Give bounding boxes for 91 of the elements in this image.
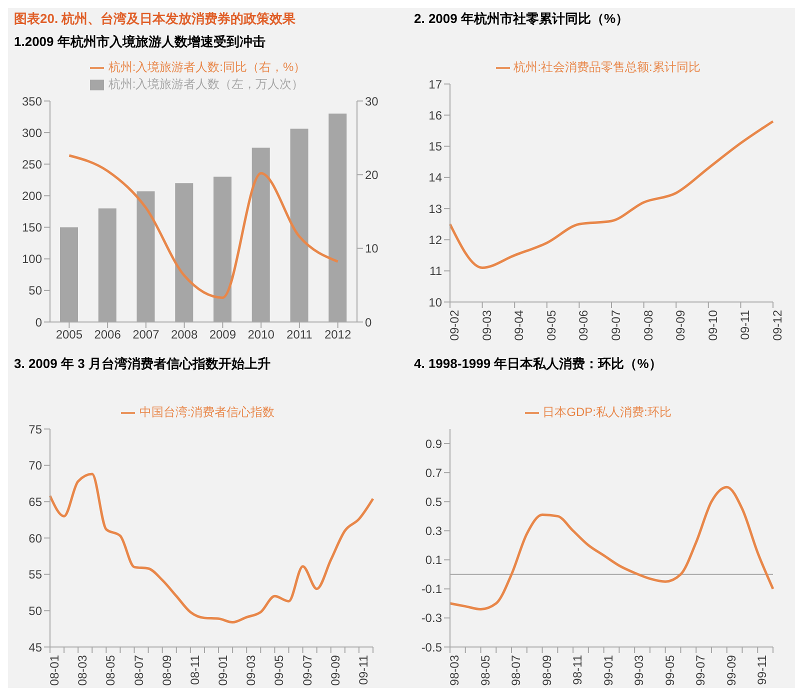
y-tick-label: 0.7 — [425, 466, 442, 480]
x-tick-label: 09-09 — [328, 654, 342, 686]
x-tick-label: 09-08 — [641, 310, 656, 341]
x-tick-label: 99-03 — [632, 654, 646, 686]
x-tick-label: 08-01 — [48, 654, 62, 686]
y2-tick-label: 0 — [365, 315, 372, 330]
y-tick-label: 15 — [428, 140, 442, 154]
y-tick-label: -0.1 — [421, 582, 442, 596]
y-tick-label: 250 — [22, 157, 42, 172]
x-tick-label: 98-09 — [540, 654, 554, 686]
y2-tick-label: 10 — [365, 242, 379, 256]
legend-label: 杭州:入境旅游者人数（左，万人次） — [108, 77, 304, 91]
y-tick-label: 12 — [428, 232, 442, 247]
x-tick-label: 09-05 — [544, 310, 558, 341]
y-tick-label: 17 — [428, 77, 442, 92]
chart-title: 4. 1998-1999 年日本私人消费：环比（%） — [413, 355, 663, 373]
y-tick-label: 65 — [28, 494, 42, 509]
line-series — [68, 154, 340, 299]
x-tick-label: 08-07 — [132, 654, 146, 686]
x-tick-label: 09-05 — [272, 654, 286, 686]
x-tick-label: 09-07 — [609, 310, 624, 341]
legend-label: 日本GDP:私人消费:环比 — [542, 405, 672, 419]
y-tick-label: 45 — [28, 640, 42, 654]
y-tick-label: 70 — [28, 458, 42, 473]
y-tick-label: 200 — [22, 188, 42, 203]
x-tick-label: 2009 — [209, 328, 236, 342]
y-tick-label: 50 — [28, 604, 42, 618]
legend-label: 杭州:入境旅游者人数:同比（右，%） — [108, 60, 306, 74]
x-tick-label: 08-03 — [76, 654, 90, 686]
y-tick-label: 0.9 — [425, 436, 442, 451]
x-tick-label: 2006 — [94, 328, 122, 342]
chart-subtitle: 1.2009 年杭州市入境旅游人数增速受到冲击 — [13, 33, 266, 51]
y-tick-label: 60 — [28, 531, 42, 546]
x-tick-label: 2008 — [170, 328, 198, 342]
x-tick-label: 99-05 — [662, 654, 677, 686]
x-tick-label: 08-05 — [104, 654, 118, 686]
y-tick-label: 300 — [22, 126, 42, 140]
x-tick-label: 09-07 — [300, 654, 314, 686]
x-tick-label: 08-09 — [160, 654, 174, 686]
x-tick-label: 09-10 — [706, 310, 720, 341]
x-tick-label: 99-09 — [724, 654, 738, 686]
x-tick-label: 98-07 — [509, 654, 524, 686]
y-tick-label: 0 — [35, 315, 42, 330]
x-tick-label: 2011 — [286, 328, 313, 342]
x-tick-label: 09-06 — [576, 310, 591, 341]
x-tick-label: 09-12 — [770, 310, 785, 341]
x-tick-label: 09-01 — [216, 654, 230, 686]
line-series — [448, 486, 774, 610]
y-tick-label: 75 — [28, 422, 42, 436]
y-tick-label: 0.5 — [425, 494, 442, 509]
legend-label: 杭州:社会消费品零售总额:累计同比 — [514, 60, 700, 74]
y-tick-label: 13 — [428, 202, 442, 216]
x-tick-label: 09-09 — [674, 310, 688, 341]
y-tick-label: 0.1 — [425, 553, 442, 568]
chart-title: 图表20. 杭州、台湾及日本发放消费券的政策效果 — [13, 10, 297, 28]
y-tick-label: 50 — [28, 284, 42, 298]
x-tick-label: 2010 — [248, 328, 275, 342]
x-tick-label: 98-11 — [570, 654, 585, 685]
y-tick-label: 150 — [22, 220, 42, 235]
y-tick-label: 16 — [428, 108, 442, 122]
y2-tick-label: 20 — [365, 168, 379, 182]
y-tick-label: 14 — [428, 170, 442, 185]
x-tick-label: 09-04 — [512, 310, 526, 341]
line-series — [448, 120, 774, 269]
x-tick-label: 09-03 — [480, 310, 494, 341]
y2-tick-label: 30 — [365, 94, 379, 108]
line-series — [48, 472, 374, 624]
y-tick-label: 11 — [430, 264, 442, 278]
x-tick-label: 99-11 — [755, 654, 770, 685]
x-tick-label: 98-03 — [448, 654, 462, 686]
x-tick-label: 98-05 — [478, 654, 492, 686]
y-tick-label: -0.5 — [421, 640, 442, 654]
x-tick-label: 09-11 — [356, 654, 370, 685]
x-tick-label: 09-03 — [244, 654, 258, 686]
x-tick-label: 09-02 — [448, 310, 462, 341]
legend-label: 中国台湾:消费者信心指数 — [139, 405, 275, 419]
chart-title: 3. 2009 年 3 月台湾消费者信心指数开始上升 — [13, 355, 272, 373]
x-tick-label: 99-01 — [601, 654, 616, 686]
x-tick-label: 09-11 — [738, 310, 752, 340]
y-tick-label: 100 — [22, 252, 42, 266]
y-tick-label: 10 — [428, 295, 442, 310]
y-tick-label: 55 — [28, 568, 42, 582]
x-tick-label: 08-11 — [188, 654, 202, 685]
x-tick-label: 99-07 — [694, 654, 708, 686]
x-tick-label: 2012 — [324, 328, 352, 342]
y-tick-label: -0.3 — [421, 611, 442, 626]
chart-title: 2. 2009 年杭州市社零累计同比（%） — [413, 10, 630, 28]
x-tick-label: 2007 — [132, 328, 160, 342]
x-tick-label: 2005 — [56, 328, 83, 342]
y-tick-label: 0.3 — [425, 524, 442, 538]
y-tick-label: 350 — [22, 94, 42, 108]
